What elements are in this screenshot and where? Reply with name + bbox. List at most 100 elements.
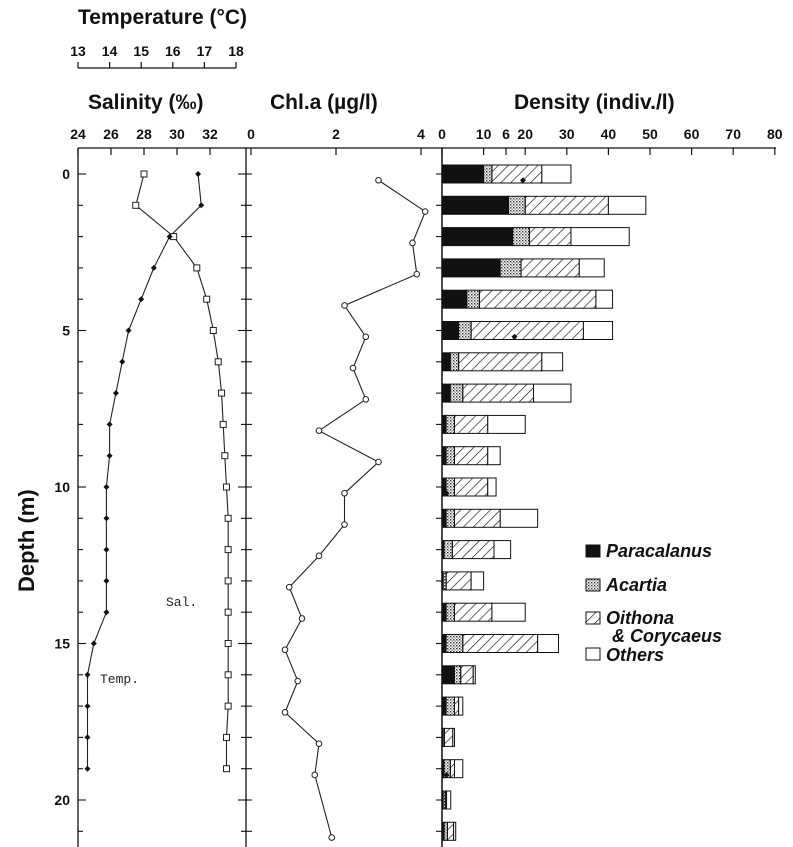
density-bar-acartia xyxy=(445,696,455,716)
salinity-point xyxy=(224,640,232,647)
legend-swatch-acartia xyxy=(585,578,601,592)
chl-point xyxy=(341,489,348,497)
chl-point xyxy=(315,552,323,560)
density-bar-oithona xyxy=(458,352,543,372)
chl-point xyxy=(341,521,348,528)
chl-point xyxy=(413,270,421,278)
density-bar-oithona xyxy=(453,602,493,622)
temperature-point xyxy=(84,703,91,710)
temperature-point xyxy=(125,327,132,334)
density-bar-others xyxy=(458,696,464,716)
salinity-line xyxy=(135,173,229,769)
depth-tick-label: 0 xyxy=(62,166,70,182)
salinity-point xyxy=(223,733,230,741)
temperature-point xyxy=(198,202,205,209)
density-bar-oithona xyxy=(520,258,580,278)
density-bar-others xyxy=(487,414,526,434)
salinity-point xyxy=(214,358,222,366)
density-bar-paracalanus xyxy=(441,321,460,340)
depth-axis-label: Depth (m) xyxy=(14,489,39,592)
chl-point xyxy=(285,583,293,591)
density-bar-others xyxy=(570,227,630,247)
density-bar-acartia xyxy=(453,665,462,685)
temperature-point xyxy=(90,640,97,647)
density-tick-label: 50 xyxy=(642,126,658,142)
density-tick-label: 10 xyxy=(476,126,492,142)
legend-label-paracalanus: Paracalanus xyxy=(606,541,712,561)
salinity-point xyxy=(193,264,201,272)
temperature-point xyxy=(103,515,110,522)
sal-tick-label: 24 xyxy=(70,126,86,142)
density-bar-paracalanus xyxy=(441,352,451,372)
density-bar-paracalanus xyxy=(441,258,501,278)
salinity-point xyxy=(209,327,217,334)
temperature-point xyxy=(106,452,113,459)
density-tick-label: 0 xyxy=(438,126,446,142)
density-bar-oithona xyxy=(443,727,454,747)
chl-title: Chl.a (µg/l) xyxy=(270,91,378,114)
density-bar-acartia xyxy=(445,446,455,466)
density-title: Density (indiv./l) xyxy=(514,91,675,114)
density-bar-acartia xyxy=(508,195,526,215)
density-bar-acartia xyxy=(512,227,530,247)
depth-tick-label: 20 xyxy=(54,792,70,808)
density-bar-acartia xyxy=(499,258,522,278)
sal-annotation: Sal. xyxy=(166,595,197,610)
temperature-line xyxy=(86,173,202,769)
chl-point xyxy=(341,302,348,309)
density-bar-others xyxy=(453,759,464,779)
depth-tick-label: 5 xyxy=(62,323,70,339)
sal-tick-label: 32 xyxy=(202,126,218,142)
salinity-point xyxy=(140,170,148,178)
temperature-point xyxy=(106,421,113,428)
density-bar-others xyxy=(487,446,501,466)
chl-line xyxy=(284,179,426,838)
density-bar-acartia xyxy=(458,321,472,340)
chl-tick-label: 4 xyxy=(417,126,425,142)
salinity-point xyxy=(224,702,232,710)
salinity-point xyxy=(219,420,227,428)
density-bars xyxy=(441,164,647,841)
density-bar-others xyxy=(541,164,572,184)
density-bar-oithona xyxy=(524,195,609,215)
salinity-point xyxy=(224,514,232,522)
chl-point xyxy=(315,427,323,434)
chl-point xyxy=(375,458,382,466)
density-bar-others xyxy=(491,602,526,622)
legend-label-others: Others xyxy=(606,645,664,665)
salinity-point xyxy=(132,201,140,209)
density-bar-oithona xyxy=(462,634,539,653)
chl-point xyxy=(362,396,370,403)
density-tick-label: 60 xyxy=(684,126,700,142)
density-bar-others xyxy=(487,477,497,497)
chl-tick-label: 6 xyxy=(502,126,510,142)
chl-diamond-point xyxy=(520,177,526,184)
temperature-point xyxy=(150,264,157,271)
temp-tick-label: 16 xyxy=(165,43,181,59)
temperature-point xyxy=(84,734,91,741)
chl-point xyxy=(281,646,289,654)
salinity-point xyxy=(224,546,232,554)
temperature-point xyxy=(138,296,145,303)
temp-tick-label: 14 xyxy=(102,43,118,59)
salinity-title: Salinity (‰) xyxy=(88,91,204,114)
temp-tick-label: 17 xyxy=(197,43,213,59)
sal-tick-label: 30 xyxy=(169,126,185,142)
chl-tick-label: 0 xyxy=(247,126,255,142)
density-bar-acartia xyxy=(445,508,455,528)
chl-point xyxy=(328,834,336,841)
temp-tick-label: 13 xyxy=(70,43,86,59)
density-bar-others xyxy=(493,540,512,560)
density-bar-others xyxy=(607,195,647,215)
density-bar-acartia xyxy=(449,383,464,403)
density-bar-paracalanus xyxy=(441,508,447,528)
chl-point xyxy=(315,740,323,747)
density-bar-oithona xyxy=(491,164,543,184)
density-bar-others xyxy=(533,383,572,403)
chl-point xyxy=(311,771,319,779)
density-tick-label: 40 xyxy=(601,126,617,142)
profile-lines xyxy=(86,173,426,838)
density-bar-oithona xyxy=(453,446,489,466)
salinity-point xyxy=(203,295,211,303)
